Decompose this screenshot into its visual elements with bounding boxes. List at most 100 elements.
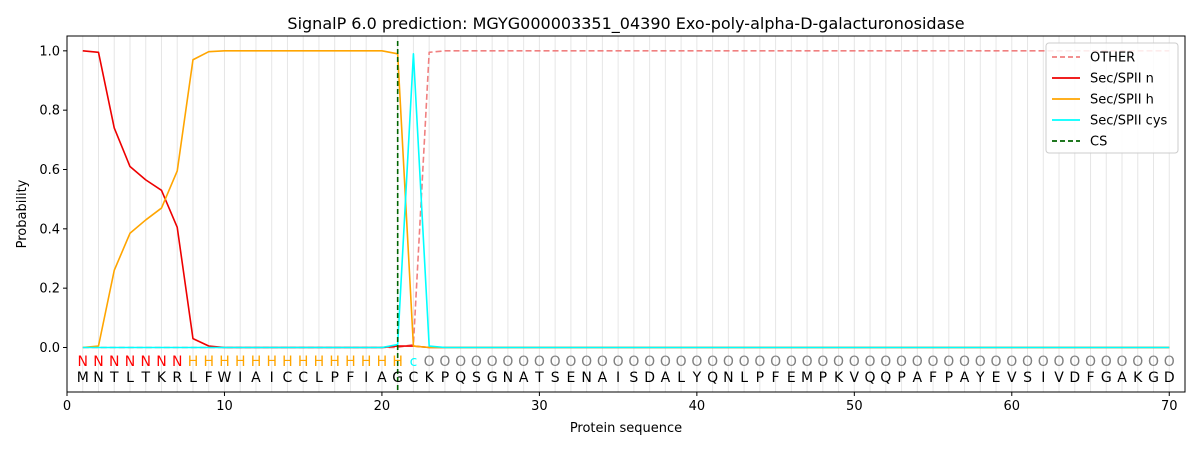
region-label: O [1164, 354, 1175, 370]
x-tick-label: 40 [689, 399, 706, 414]
region-label: N [93, 354, 103, 370]
residue-label: D [644, 370, 655, 386]
residue-label: K [425, 370, 435, 386]
residue-label: A [251, 370, 261, 386]
residue-label: S [629, 370, 638, 386]
residue-label: R [172, 370, 182, 386]
region-label: O [833, 354, 844, 370]
residue-label: G [1148, 370, 1159, 386]
region-label: O [676, 354, 687, 370]
residue-label: Q [707, 370, 718, 386]
residue-label: D [1069, 370, 1080, 386]
residue-label: A [960, 370, 970, 386]
x-tick-label: 30 [531, 399, 548, 414]
residue-label: P [897, 370, 905, 386]
residue-label: V [1054, 370, 1064, 386]
region-label: H [203, 354, 214, 370]
x-tick-label: 60 [1004, 399, 1021, 414]
region-label: O [1054, 354, 1065, 370]
region-label: H [314, 354, 325, 370]
region-label: H [329, 354, 340, 370]
region-label: O [912, 354, 923, 370]
region-label: c [410, 354, 418, 370]
residue-label: K [1133, 370, 1143, 386]
region-label: N [109, 354, 119, 370]
residue-label: V [1007, 370, 1017, 386]
residue-label: P [441, 370, 449, 386]
region-label: O [707, 354, 718, 370]
region-label: O [991, 354, 1002, 370]
region-label: O [565, 354, 576, 370]
residue-label: S [1023, 370, 1032, 386]
legend-box [1045, 42, 1179, 154]
region-label: O [1006, 354, 1017, 370]
region-label: O [1022, 354, 1033, 370]
x-axis-label: Protein sequence [570, 421, 682, 436]
region-label: H [392, 354, 403, 370]
residue-label: P [819, 370, 827, 386]
region-label: O [865, 354, 876, 370]
region-label: O [849, 354, 860, 370]
residue-label: I [364, 370, 368, 386]
residue-label: F [772, 370, 780, 386]
region-label: H [298, 354, 309, 370]
region-label: O [880, 354, 891, 370]
region-label: O [424, 354, 435, 370]
residue-label: S [551, 370, 560, 386]
region-label: O [628, 354, 639, 370]
residue-label: E [787, 370, 796, 386]
region-label: H [361, 354, 372, 370]
region-label: O [1132, 354, 1143, 370]
region-label: O [439, 354, 450, 370]
residue-label: A [377, 370, 387, 386]
residue-label: P [945, 370, 953, 386]
residue-label: K [157, 370, 167, 386]
residue-label: G [1101, 370, 1112, 386]
vertical-gridlines [82, 36, 1170, 392]
region-label: O [455, 354, 466, 370]
region-label: O [1085, 354, 1096, 370]
region-label: O [502, 354, 513, 370]
region-label: N [140, 354, 150, 370]
y-axis-label: Probability [15, 179, 30, 248]
region-label: H [219, 354, 230, 370]
residue-label: P [330, 370, 338, 386]
region-label: O [613, 354, 624, 370]
residue-label: L [189, 370, 197, 386]
residue-label: W [218, 370, 232, 386]
legend-label: OTHER [1090, 51, 1135, 66]
residue-label: T [534, 370, 544, 386]
legend: OTHER Sec/SPII n Sec/SPII h Sec/SPII cys CS [1045, 42, 1179, 154]
region-label: O [534, 354, 545, 370]
region-label: O [1148, 354, 1159, 370]
residue-label: T [109, 370, 119, 386]
region-label: N [125, 354, 135, 370]
residue-label: A [598, 370, 608, 386]
region-label: O [928, 354, 939, 370]
region-label: O [959, 354, 970, 370]
region-label: H [235, 354, 246, 370]
residue-label: T [140, 370, 150, 386]
residue-label: C [283, 370, 293, 386]
residue-label: D [1164, 370, 1175, 386]
residue-label: N [503, 370, 513, 386]
residue-label: Q [455, 370, 466, 386]
residue-label: N [723, 370, 733, 386]
legend-label: Sec/SPII h [1090, 93, 1154, 108]
region-label: O [802, 354, 813, 370]
region-label: N [156, 354, 166, 370]
region-label: O [471, 354, 482, 370]
x-tick-label: 70 [1161, 399, 1178, 414]
y-tick-label: 0.8 [39, 104, 60, 119]
residue-label: L [740, 370, 748, 386]
region-label: N [78, 354, 88, 370]
region-label: O [597, 354, 608, 370]
residue-label: A [1117, 370, 1127, 386]
region-label: O [518, 354, 529, 370]
region-label: H [266, 354, 277, 370]
residue-label: V [850, 370, 860, 386]
y-tick-label: 0.2 [39, 282, 60, 297]
